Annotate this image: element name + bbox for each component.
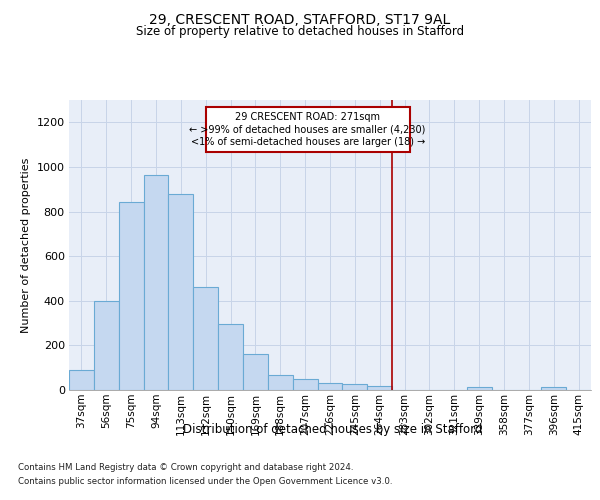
Bar	[94, 301, 119, 390]
Text: Distribution of detached houses by size in Stafford: Distribution of detached houses by size …	[184, 422, 482, 436]
Bar	[69, 370, 94, 390]
Bar	[541, 388, 566, 390]
Bar	[206, 106, 410, 152]
Bar	[119, 202, 143, 390]
Bar	[367, 386, 392, 390]
Y-axis label: Number of detached properties: Number of detached properties	[21, 158, 31, 332]
Bar	[317, 384, 343, 390]
Bar	[293, 379, 317, 390]
Bar	[243, 354, 268, 390]
Text: <1% of semi-detached houses are larger (18) →: <1% of semi-detached houses are larger (…	[191, 138, 425, 147]
Bar	[218, 324, 243, 390]
Text: 29 CRESCENT ROAD: 271sqm: 29 CRESCENT ROAD: 271sqm	[235, 112, 380, 122]
Bar	[169, 194, 193, 390]
Text: Contains HM Land Registry data © Crown copyright and database right 2024.: Contains HM Land Registry data © Crown c…	[18, 462, 353, 471]
Text: ← >99% of detached houses are smaller (4,230): ← >99% of detached houses are smaller (4…	[190, 124, 426, 134]
Bar	[143, 174, 169, 390]
Text: 29, CRESCENT ROAD, STAFFORD, ST17 9AL: 29, CRESCENT ROAD, STAFFORD, ST17 9AL	[149, 12, 451, 26]
Text: Size of property relative to detached houses in Stafford: Size of property relative to detached ho…	[136, 25, 464, 38]
Text: Contains public sector information licensed under the Open Government Licence v3: Contains public sector information licen…	[18, 478, 392, 486]
Bar	[268, 375, 293, 390]
Bar	[193, 288, 218, 390]
Bar	[467, 388, 491, 390]
Bar	[343, 384, 367, 390]
